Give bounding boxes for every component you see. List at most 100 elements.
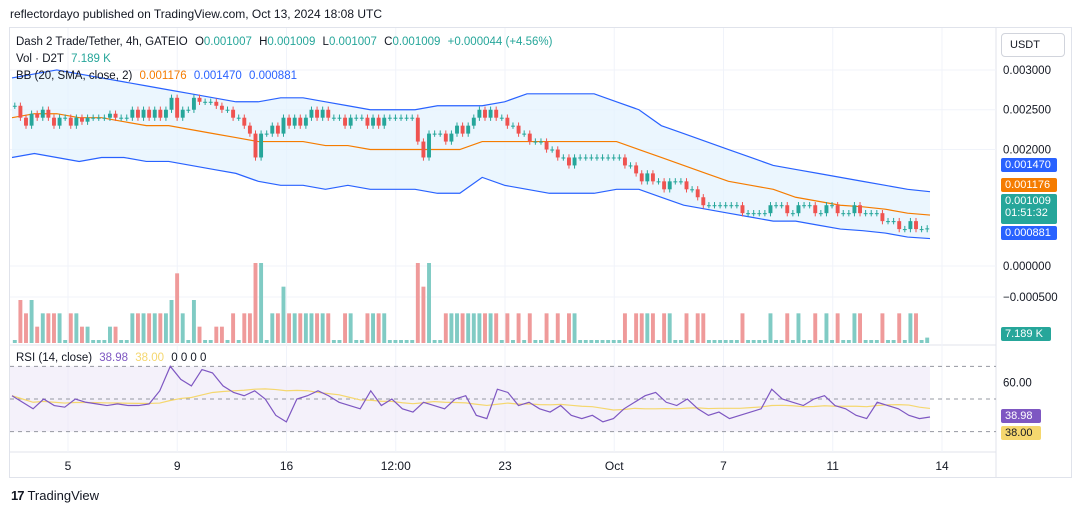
volume-bar: [236, 340, 241, 343]
legend-bb-label[interactable]: BB (20, SMA, close, 2): [16, 70, 133, 82]
candle-body: [158, 109, 163, 118]
publish-header: reflectordayo published on TradingView.c…: [10, 7, 382, 21]
candle-body: [85, 117, 90, 122]
volume-bar: [522, 340, 527, 343]
volume-bar: [35, 326, 40, 343]
volume-bar: [617, 340, 622, 343]
candle-body: [225, 109, 230, 111]
legend-high: 0.001009: [267, 36, 316, 48]
volume-bar: [203, 340, 208, 343]
volume-bar: [796, 313, 801, 343]
volume-bar: [499, 340, 504, 343]
candle-body: [119, 117, 124, 119]
volume-bar: [611, 340, 616, 343]
legend-rsi-extra: 0 0 0 0: [171, 352, 207, 364]
candle-body: [147, 109, 152, 118]
legend-rsi-row: RSI (14, close) 38.98 38.00 0 0 0 0: [16, 352, 210, 364]
volume-bar: [706, 340, 711, 343]
candle-body: [880, 213, 885, 222]
volume-bar: [264, 340, 269, 343]
time-tick-label: 5: [65, 459, 72, 473]
chart-frame[interactable]: [9, 27, 1072, 478]
candle-body: [718, 205, 723, 207]
volume-bar: [186, 340, 191, 343]
volume-bar: [404, 340, 409, 343]
volume-bar: [902, 340, 907, 343]
volume-bar: [790, 340, 795, 343]
bb-fill: [12, 69, 930, 239]
legend-rsi-value: 38.98: [99, 352, 129, 364]
volume-bar: [835, 313, 840, 343]
candle-body: [499, 117, 504, 119]
candle-body: [303, 117, 308, 126]
volume-bar: [348, 313, 353, 343]
volume-bar: [779, 340, 784, 343]
volume-bar: [12, 340, 17, 343]
volume-bar: [578, 340, 583, 343]
candle-body: [57, 117, 62, 126]
tradingview-logo-text: TradingView: [27, 488, 100, 503]
candle-body: [421, 141, 426, 158]
candle-body: [191, 97, 196, 110]
volume-bar: [163, 313, 168, 343]
candle-body: [813, 205, 818, 214]
volume-bar: [326, 313, 331, 343]
legend-volume-label[interactable]: Vol · D2T: [16, 53, 64, 65]
candle-body: [163, 109, 168, 118]
candle-body: [712, 205, 717, 207]
legend-rsi-label[interactable]: RSI (14, close): [16, 352, 93, 364]
candle-body: [102, 117, 107, 119]
volume-bar: [337, 340, 342, 343]
volume-bar: [393, 340, 398, 343]
volume-bar: [91, 340, 96, 343]
legend-close: 0.001009: [392, 36, 441, 48]
volume-bar: [219, 326, 224, 343]
legend-symbol-row: Dash 2 Trade/Tether, 4h, GATEIO O0.00100…: [16, 36, 553, 48]
time-tick-label: 7: [720, 459, 727, 473]
candle-body: [561, 157, 566, 159]
candle-body: [141, 109, 146, 118]
volume-bar: [734, 340, 739, 343]
candle-body: [488, 109, 493, 118]
candle-body: [449, 133, 454, 142]
candle-body: [706, 205, 711, 207]
price-tick-label: 0.003000: [1003, 65, 1051, 77]
candle-body: [124, 117, 129, 119]
volume-bar: [471, 313, 476, 343]
volume-bar: [40, 313, 45, 343]
candle-body: [410, 117, 415, 119]
candle-body: [275, 125, 280, 134]
legend-symbol[interactable]: Dash 2 Trade/Tether, 4h, GATEIO: [16, 36, 188, 48]
candle-body: [152, 109, 157, 118]
legend-rsi-ma: 38.00: [135, 352, 165, 364]
candle-body: [387, 117, 392, 119]
volume-bar: [231, 313, 236, 343]
volume-bar: [24, 313, 28, 343]
bb-basis-line: [11, 113, 931, 216]
candle-body: [91, 117, 96, 119]
candle-body: [846, 213, 851, 215]
candle-body: [662, 181, 667, 190]
candle-body: [80, 117, 84, 122]
volume-bar: [874, 340, 879, 343]
price-tick-label: 0.002500: [1003, 105, 1051, 117]
legend-low: 0.001007: [328, 36, 377, 48]
volume-bar: [634, 313, 639, 343]
currency-selector[interactable]: USDT: [1001, 33, 1065, 57]
candle-body: [393, 117, 398, 119]
candle-body: [611, 157, 616, 159]
volume-bar: [678, 340, 683, 343]
candle-body: [594, 157, 599, 159]
volume-bar: [410, 340, 415, 343]
candle-body: [919, 229, 924, 231]
volume-bar: [606, 340, 611, 343]
candle-body: [818, 213, 823, 215]
volume-bar: [141, 313, 146, 343]
volume-bar: [46, 313, 51, 343]
tradingview-logo[interactable]: 17 TradingView: [11, 488, 99, 503]
candle-body: [902, 229, 907, 231]
volume-bar: [287, 313, 292, 343]
candle-body: [326, 109, 331, 118]
candle-body: [690, 189, 695, 191]
